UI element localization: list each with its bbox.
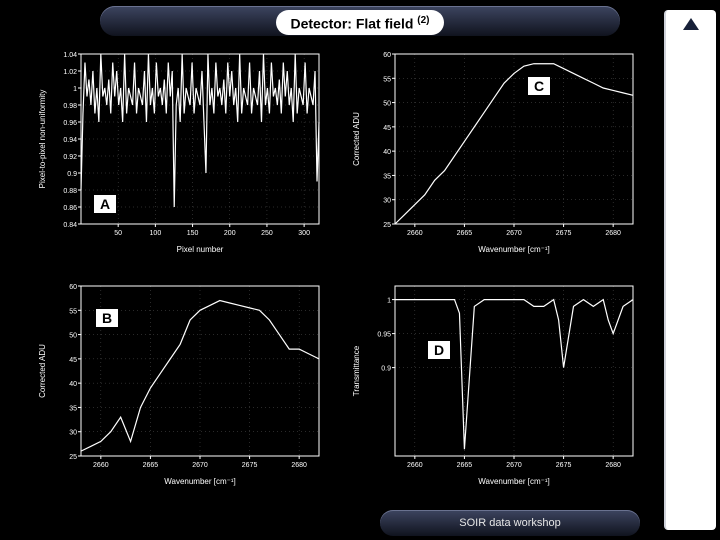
svg-text:0.9: 0.9: [67, 171, 77, 178]
svg-text:60: 60: [383, 52, 391, 59]
svg-text:2670: 2670: [192, 462, 208, 469]
svg-text:2665: 2665: [143, 462, 159, 469]
chart-A: 0.84 0.86 0.88 0.9 0.92 0.94 0.96 0.98 1 1.02 1.04…: [35, 46, 325, 256]
svg-text:1.02: 1.02: [63, 69, 77, 76]
svg-text:Pixel-to-pixel non-uniformity: Pixel-to-pixel non-uniformity: [38, 90, 47, 189]
page-title: Detector: Flat field (2): [276, 10, 443, 35]
svg-text:0.95: 0.95: [377, 332, 391, 339]
svg-text:35: 35: [69, 405, 77, 412]
svg-text:55: 55: [69, 308, 77, 315]
svg-text:Transmittance: Transmittance: [352, 345, 361, 396]
svg-text:2660: 2660: [407, 462, 423, 469]
svg-text:50: 50: [114, 230, 122, 237]
panel-letter-A: A: [93, 194, 117, 214]
svg-text:0.88: 0.88: [63, 188, 77, 195]
svg-text:200: 200: [224, 230, 236, 237]
title-sup: (2): [417, 15, 429, 26]
svg-text:1.04: 1.04: [63, 52, 77, 59]
svg-text:2670: 2670: [506, 462, 522, 469]
svg-text:50: 50: [383, 101, 391, 108]
svg-text:2675: 2675: [556, 230, 572, 237]
chart-D: 0.9 0.95 1 2660 2665 2670 2675 2680 Wavenumber […: [349, 278, 639, 488]
panel-C: 25 30 35 40 45 50 55 60 2660 2665 2670 2675 2680 Wave…: [349, 46, 645, 264]
title-pill: Detector: Flat field (2): [100, 6, 620, 36]
panel-A: 0.84 0.86 0.88 0.9 0.92 0.94 0.96 0.98 1 1.02 1.04…: [35, 46, 331, 264]
svg-text:Wavenumber [cm⁻¹]: Wavenumber [cm⁻¹]: [478, 477, 550, 486]
svg-text:2680: 2680: [605, 230, 621, 237]
svg-text:Corrected ADU: Corrected ADU: [38, 344, 47, 398]
svg-text:40: 40: [69, 381, 77, 388]
panel-letter-B: B: [95, 308, 119, 328]
svg-text:0.94: 0.94: [63, 137, 77, 144]
panel-letter-D: D: [427, 340, 451, 360]
svg-text:2660: 2660: [407, 230, 423, 237]
svg-text:0.96: 0.96: [63, 120, 77, 127]
svg-text:1: 1: [387, 298, 391, 305]
svg-text:35: 35: [383, 173, 391, 180]
svg-text:1: 1: [73, 86, 77, 93]
svg-text:25: 25: [383, 222, 391, 229]
svg-text:300: 300: [298, 230, 310, 237]
panel-letter-C: C: [527, 76, 551, 96]
svg-text:60: 60: [69, 284, 77, 291]
svg-text:2675: 2675: [556, 462, 572, 469]
svg-text:0.84: 0.84: [63, 222, 77, 229]
svg-text:0.9: 0.9: [381, 366, 391, 373]
svg-text:100: 100: [150, 230, 162, 237]
svg-text:250: 250: [261, 230, 273, 237]
svg-text:150: 150: [187, 230, 199, 237]
svg-text:50: 50: [69, 333, 77, 340]
svg-text:55: 55: [383, 76, 391, 83]
chart-B: 25 30 35 40 45 50 55 60 2660 2665 2670 2675 2680 Wave…: [35, 278, 325, 488]
svg-text:2665: 2665: [457, 462, 473, 469]
svg-text:Wavenumber [cm⁻¹]: Wavenumber [cm⁻¹]: [478, 245, 550, 254]
footer-text: SOIR data workshop: [459, 517, 561, 529]
svg-text:30: 30: [383, 198, 391, 205]
svg-text:2660: 2660: [93, 462, 109, 469]
footer-pill: SOIR data workshop: [380, 510, 640, 536]
chart-C: 25 30 35 40 45 50 55 60 2660 2665 2670 2675 2680 Wave…: [349, 46, 639, 256]
svg-text:2680: 2680: [291, 462, 307, 469]
brand-arrow-icon: [683, 18, 699, 30]
svg-text:0.86: 0.86: [63, 205, 77, 212]
svg-text:45: 45: [69, 357, 77, 364]
svg-text:Corrected ADU: Corrected ADU: [352, 112, 361, 166]
svg-text:0.98: 0.98: [63, 103, 77, 110]
svg-text:40: 40: [383, 149, 391, 156]
svg-text:30: 30: [69, 430, 77, 437]
svg-text:2665: 2665: [457, 230, 473, 237]
svg-text:2670: 2670: [506, 230, 522, 237]
svg-text:Pixel number: Pixel number: [177, 245, 224, 254]
svg-text:25: 25: [69, 454, 77, 461]
svg-text:Wavenumber [cm⁻¹]: Wavenumber [cm⁻¹]: [164, 477, 236, 486]
svg-text:2680: 2680: [605, 462, 621, 469]
panel-B: 25 30 35 40 45 50 55 60 2660 2665 2670 2675 2680 Wave…: [35, 278, 331, 496]
svg-text:0.92: 0.92: [63, 154, 77, 161]
svg-text:2675: 2675: [242, 462, 258, 469]
title-main: Detector: Flat field: [290, 16, 413, 32]
chart-grid: 0.84 0.86 0.88 0.9 0.92 0.94 0.96 0.98 1 1.02 1.04…: [35, 46, 645, 496]
brand-sidebar: aeronomie.be: [664, 10, 716, 530]
svg-text:45: 45: [383, 125, 391, 132]
panel-D: 0.9 0.95 1 2660 2665 2670 2675 2680 Wavenumber […: [349, 278, 645, 496]
